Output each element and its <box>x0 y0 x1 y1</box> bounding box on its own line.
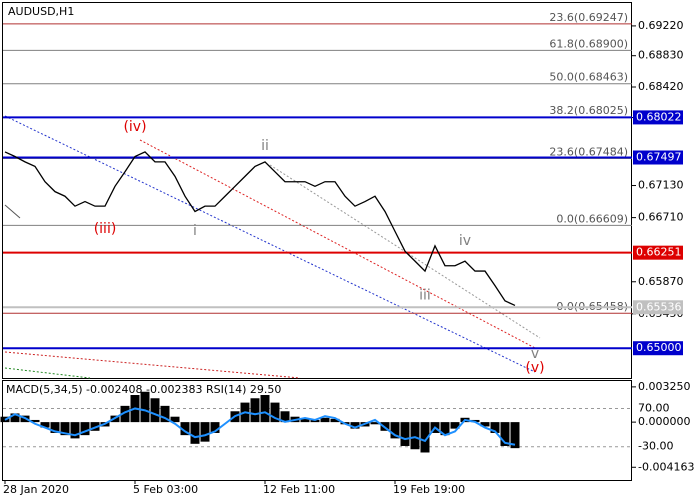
macd-bar <box>280 411 290 423</box>
macd-bar <box>500 422 510 446</box>
fib-label: 50.0(0.68463) <box>549 71 628 84</box>
fib-label: 61.8(0.68900) <box>549 37 628 50</box>
macd-bar <box>170 416 180 423</box>
x-tick-label: 19 Feb 19:00 <box>393 483 465 496</box>
macd-bar <box>450 422 460 429</box>
macd-bar <box>260 395 270 423</box>
macd-bar <box>200 422 210 442</box>
y-tick-label: 0.66710 <box>638 211 684 224</box>
fib-label: 23.6(0.67484) <box>549 145 628 158</box>
macd-bar <box>250 398 260 423</box>
x-tick-label: 12 Feb 11:00 <box>263 483 335 496</box>
chart-title: AUDUSD,H1 <box>8 5 74 18</box>
y-tick-label: 0.67130 <box>638 179 684 192</box>
x-tick-label: 28 Jan 2020 <box>3 483 69 496</box>
macd-bar <box>330 418 340 423</box>
macd-bar <box>30 419 40 423</box>
y-tick-label: 0.68420 <box>638 80 684 93</box>
wave-label: ii <box>261 138 269 154</box>
wave-label: i <box>193 223 197 239</box>
macd-bar <box>190 422 200 444</box>
indicator-panel <box>2 380 632 481</box>
macd-bar <box>10 413 20 423</box>
macd-bar <box>510 422 520 449</box>
macd-bar <box>120 405 130 423</box>
fib-label: 23.6(0.69247) <box>549 11 628 24</box>
macd-bar <box>80 422 90 436</box>
level-label: 0.68022 <box>636 110 682 123</box>
macd-bar <box>270 402 280 423</box>
y-tick-label: 0.65870 <box>638 275 684 288</box>
trend-line <box>4 351 301 379</box>
wave-label: iv <box>459 233 471 249</box>
y-tick-label: 0.000000 <box>638 415 691 428</box>
macd-bar <box>140 391 150 423</box>
level-box <box>633 245 683 260</box>
x-tick-label: 5 Feb 03:00 <box>133 483 198 496</box>
y2-tick-label: 70.00 <box>638 401 670 414</box>
y-tick-label: 0.68830 <box>638 49 684 62</box>
macd-bar <box>390 422 400 439</box>
macd-bar <box>440 422 450 436</box>
y-tick-label: 0.003250 <box>638 380 691 393</box>
level-box <box>633 150 683 165</box>
price-line <box>4 151 516 307</box>
level-label: 0.66251 <box>636 246 682 259</box>
macd-bar <box>210 422 220 433</box>
fib-label: 38.2(0.68025) <box>549 104 628 117</box>
level-label: 0.67497 <box>636 151 682 164</box>
macd-bar <box>40 422 50 428</box>
macd-bar <box>70 422 80 439</box>
level-label: 0.65000 <box>636 341 682 354</box>
macd-bar <box>310 419 320 423</box>
level-box <box>633 341 683 356</box>
macd-bar <box>90 422 100 431</box>
rsi-line <box>4 407 516 446</box>
macd-bar <box>350 422 360 429</box>
macd-bar <box>320 417 330 423</box>
macd-bar <box>150 398 160 423</box>
wave-label: (v) <box>525 360 544 376</box>
level-label: 0.65536 <box>636 300 682 313</box>
indicator-title: MACD(5,34,5) -0.002408 -0.002383 RSI(14)… <box>6 383 281 396</box>
level-box <box>633 110 683 125</box>
y2-tick-label: -30.00 <box>638 440 673 453</box>
macd-bar <box>180 422 190 436</box>
level-box <box>633 300 683 315</box>
macd-bar <box>50 422 60 433</box>
wave-label: (iii) <box>94 221 117 237</box>
macd-bar <box>490 422 500 433</box>
trend-line <box>4 204 21 219</box>
y-tick-label: -0.004163 <box>638 460 694 473</box>
price-panel <box>2 2 632 379</box>
y-tick-label: 0.69220 <box>638 19 684 32</box>
wave-label: iii <box>419 288 431 304</box>
macd-bar <box>300 418 310 423</box>
macd-bar <box>370 422 380 425</box>
macd-bar <box>480 422 490 427</box>
macd-bar <box>410 422 420 450</box>
fib-label: 0.0(0.66609) <box>556 212 628 225</box>
macd-bar <box>400 422 410 446</box>
wave-label: v <box>531 346 539 362</box>
macd-bar <box>160 405 170 423</box>
macd-bar <box>420 422 430 453</box>
wave-label: (iv) <box>123 119 146 135</box>
macd-bar <box>60 422 70 436</box>
